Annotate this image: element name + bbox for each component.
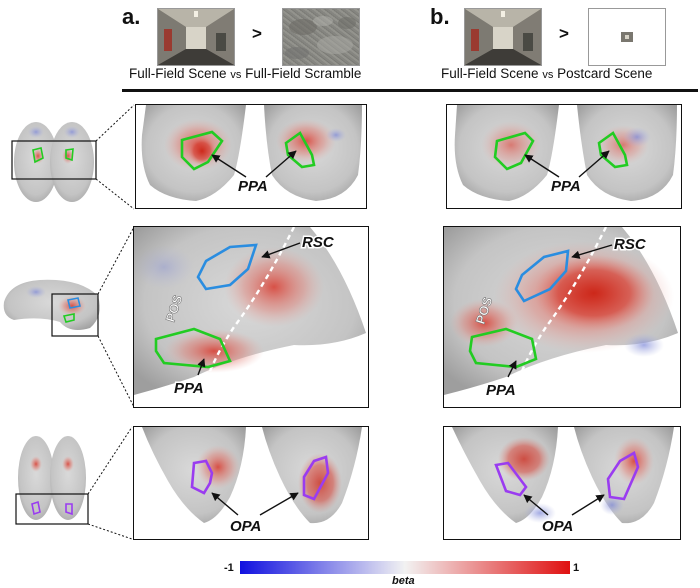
- colorbar: [240, 561, 570, 574]
- caption-a-right: Full-Field Scramble: [245, 66, 362, 81]
- colorbar-max-label: 1: [573, 562, 580, 574]
- medial-brain-inset: [3, 279, 100, 337]
- postcard-scene-thumbnail: [588, 8, 666, 66]
- opa-label-b: OPA: [542, 518, 573, 535]
- panel-a-opa-posterior: OPA: [133, 426, 369, 540]
- header-divider: [122, 89, 698, 92]
- full-field-scramble-thumbnail: [282, 8, 360, 66]
- caption-b-left: Full-Field Scene: [441, 66, 539, 81]
- comparison-operator-b: >: [559, 24, 569, 43]
- zoom-lines-row2: [98, 226, 135, 408]
- ventral-brain-inset: [11, 122, 97, 202]
- opa-label-a: OPA: [230, 518, 261, 535]
- caption-panel-a: Full-Field Scene vs Full-Field Scramble: [129, 66, 361, 81]
- colorbar-label: beta: [392, 575, 415, 587]
- full-field-scene-thumbnail-b: [464, 8, 542, 66]
- ppa-label-b-row1: PPA: [551, 178, 581, 195]
- ppa-label-a-row1: PPA: [238, 178, 268, 195]
- rsc-label-b: RSC: [614, 236, 647, 253]
- caption-b-right: Postcard Scene: [557, 66, 653, 81]
- rsc-label-a: RSC: [302, 234, 335, 251]
- panel-b-rsc-ppa-medial: POS RSC PPA: [443, 226, 681, 408]
- full-field-scene-thumbnail-a: [157, 8, 235, 66]
- posterior-brain-inset: [15, 436, 89, 525]
- panel-b-opa-posterior: OPA: [443, 426, 681, 540]
- panel-a-letter: a.: [122, 4, 141, 29]
- caption-a-left: Full-Field Scene: [129, 66, 227, 81]
- panel-a-rsc-ppa-medial: POS RSC PPA: [133, 226, 369, 408]
- colorbar-min-label: -1: [224, 562, 234, 574]
- caption-a-vs: vs: [230, 69, 242, 81]
- caption-b-vs: vs: [542, 69, 554, 81]
- caption-panel-b: Full-Field Scene vs Postcard Scene: [441, 66, 652, 81]
- panel-b-ppa-ventral: PPA: [446, 104, 682, 209]
- zoom-lines-row3: [88, 426, 133, 540]
- zoom-lines-row1: [96, 104, 135, 210]
- comparison-operator-a: >: [252, 24, 262, 43]
- ppa-label-a-row2: PPA: [174, 380, 204, 397]
- panel-a-ppa-ventral: PPA: [135, 104, 367, 209]
- panel-b-letter: b.: [430, 4, 450, 29]
- ppa-label-b-row2: PPA: [486, 382, 516, 399]
